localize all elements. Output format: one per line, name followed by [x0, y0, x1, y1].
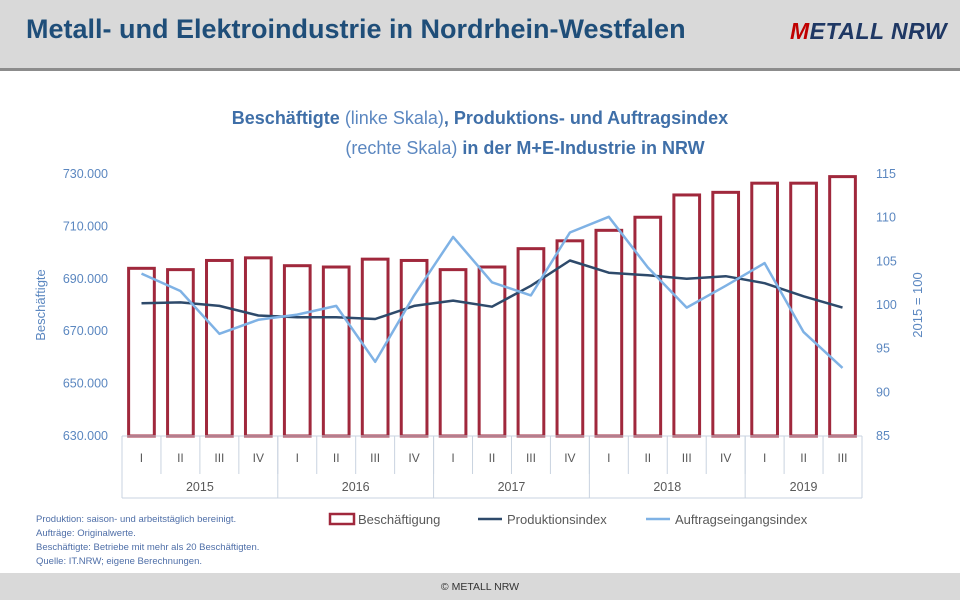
line-auftragseingangsindex: [140, 215, 844, 369]
bar-beschaeftigung: [633, 215, 663, 438]
chart-title-region: in der M+E-Industrie in NRW: [457, 138, 705, 158]
y-tick-right: 105: [876, 254, 897, 268]
x-tick-quarter: III: [214, 451, 224, 465]
x-tick-quarter: III: [370, 451, 380, 465]
y-tick-right: 100: [876, 298, 897, 312]
copyright: © METALL NRW: [440, 581, 520, 593]
note-orders: Aufträge: Originalwerte.: [36, 528, 136, 539]
y-axis-title-right: 2015 = 100: [910, 272, 925, 337]
y-tick-left: 710.000: [63, 219, 108, 233]
x-tick-quarter: IV: [408, 451, 419, 465]
x-tick-quarter: II: [333, 451, 340, 465]
line-produktionsindex: [141, 259, 843, 321]
x-tick-quarter: II: [489, 451, 496, 465]
y-tick-left: 690.000: [63, 272, 108, 286]
chart-title-line-1: Beschäftigte (linke Skala), Produktions-…: [0, 108, 960, 129]
bar-beschaeftigung: [789, 181, 818, 438]
chart-title-left-scale: (linke Skala): [339, 108, 444, 128]
x-tick-quarter: III: [526, 451, 536, 465]
bar-beschaeftigung: [127, 266, 156, 438]
note-production: Produktion: saison- und arbeitstäglich b…: [36, 514, 237, 525]
chart-title-employees: Beschäftigte: [231, 108, 340, 128]
bar-beschaeftigung: [750, 181, 779, 438]
x-tick-quarter: IV: [564, 451, 575, 465]
x-tick-quarter: IV: [253, 451, 264, 465]
legend-label-produktionsindex: Produktionsindex: [507, 512, 607, 527]
y-tick-right: 90: [876, 385, 890, 399]
header-bar: [0, 0, 960, 68]
bar-beschaeftigung: [477, 265, 507, 438]
chart-title-indices: , Produktions- und Auftragsindex: [443, 108, 729, 128]
y-tick-right: 115: [876, 167, 896, 181]
x-tick-quarter: I: [763, 451, 766, 465]
metall-nrw-logo: METALL NRW: [790, 18, 947, 45]
note-employees: Beschäftigte: Betriebe mit mehr als 20 B…: [36, 542, 260, 553]
y-tick-left: 650.000: [63, 377, 108, 391]
bar-beschaeftigung: [594, 228, 624, 438]
page-title: Metall- und Elektroindustrie in Nordrhei…: [26, 14, 686, 44]
chart-title-right-scale: (rechte Skala): [345, 138, 458, 158]
y-tick-left: 630.000: [63, 429, 108, 443]
y-tick-right: 85: [876, 429, 890, 443]
chart-notes: Produktion: saison- und arbeitstäglich b…: [36, 513, 259, 569]
x-tick-quarter: I: [451, 451, 454, 465]
legend-label-auftragseingangsindex: Auftragseingangsindex: [675, 512, 808, 527]
bar-beschaeftigung: [282, 264, 312, 438]
x-tick-quarter: III: [682, 451, 692, 465]
note-source: Quelle: IT.NRW; eigene Berechnungen.: [36, 556, 202, 567]
bar-beschaeftigung: [166, 268, 195, 438]
x-tick-year: 2015: [186, 480, 214, 494]
x-tick-quarter: I: [607, 451, 610, 465]
bar-beschaeftigung: [399, 258, 429, 438]
bar-beschaeftigung: [711, 190, 741, 438]
bar-beschaeftigung: [438, 268, 468, 438]
legend-label-beschaeftigung: Beschäftigung: [358, 512, 440, 527]
footer-bar: [0, 573, 960, 600]
x-tick-year: 2017: [498, 480, 526, 494]
x-tick-year: 2016: [342, 480, 370, 494]
logo-text: ETALL NRW: [809, 18, 948, 44]
y-axis-title-left: Beschäftigte: [33, 269, 48, 341]
bar-beschaeftigung: [672, 193, 702, 438]
x-tick-quarter: I: [296, 451, 299, 465]
x-tick-quarter: I: [140, 451, 143, 465]
header-divider: [0, 68, 960, 71]
bar-beschaeftigung: [243, 256, 273, 438]
bar-beschaeftigung: [555, 239, 585, 438]
x-tick-quarter: II: [177, 451, 184, 465]
bar-beschaeftigung: [516, 247, 546, 438]
logo-letter: M: [790, 18, 810, 44]
x-tick-quarter: II: [644, 451, 651, 465]
chart-title-line-2: (rechte Skala) in der M+E-Industrie in N…: [0, 138, 960, 159]
legend-swatch-beschaeftigung: [328, 512, 356, 526]
y-tick-left: 730.000: [63, 167, 108, 181]
x-tick-year: 2019: [790, 480, 818, 494]
x-tick-quarter: IV: [720, 451, 731, 465]
y-tick-right: 95: [876, 342, 890, 356]
x-tick-quarter: II: [800, 451, 807, 465]
bar-beschaeftigung: [205, 258, 234, 438]
x-tick-year: 2018: [653, 480, 681, 494]
y-tick-right: 110: [876, 211, 896, 225]
x-tick-quarter: III: [838, 451, 848, 465]
y-tick-left: 670.000: [63, 324, 108, 338]
bar-beschaeftigung: [321, 265, 351, 438]
